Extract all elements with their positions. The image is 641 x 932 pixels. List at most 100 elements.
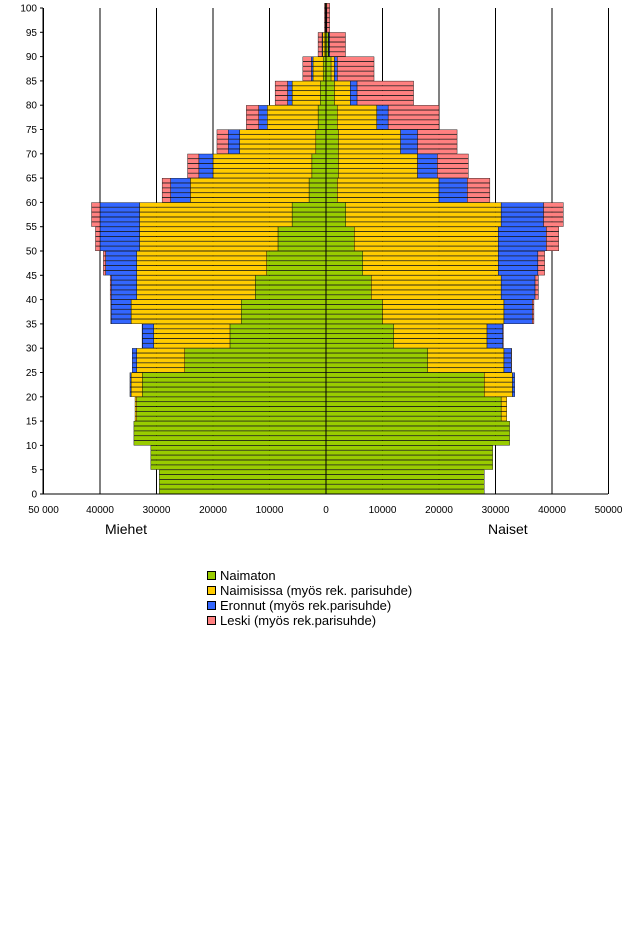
bar-women-naimaton-age-87 bbox=[325, 66, 332, 72]
bar-men-eronnut-age-46 bbox=[105, 265, 137, 271]
bar-men-naimisissa-age-26 bbox=[136, 362, 185, 368]
bar-men-naimisissa-age-72 bbox=[239, 139, 317, 145]
bar-men-naimaton-age-61 bbox=[308, 192, 327, 198]
bar-men-leski-age-63 bbox=[161, 182, 171, 188]
bar-men-naimisissa-age-16 bbox=[134, 411, 137, 417]
bar-men-leski-age-82 bbox=[274, 90, 288, 96]
bar-women-eronnut-age-82 bbox=[350, 90, 358, 96]
bar-women-naimisissa-age-46 bbox=[362, 265, 499, 271]
legend-item-naimaton: Naimaton bbox=[207, 568, 412, 583]
bar-men-eronnut-age-31 bbox=[142, 338, 154, 344]
bar-men-naimisissa-age-63 bbox=[190, 182, 310, 188]
bar-women-naimisissa-age-29 bbox=[427, 348, 505, 354]
bar-men-naimisissa-age-37 bbox=[130, 309, 242, 315]
bar-women-eronnut-age-86 bbox=[334, 71, 338, 77]
bar-men-naimaton-age-68 bbox=[311, 158, 327, 164]
bar-men-leski-age-68 bbox=[187, 158, 200, 164]
bar-men-naimisissa-age-58 bbox=[139, 207, 293, 213]
bar-women-leski-age-96 bbox=[326, 22, 330, 28]
bar-women-naimaton-age-84 bbox=[325, 80, 335, 86]
bar-women-eronnut-age-47 bbox=[498, 260, 539, 266]
bar-men-naimisissa-age-23 bbox=[130, 377, 143, 383]
bar-men-leski-age-76 bbox=[246, 119, 259, 125]
bar-men-leski-age-78 bbox=[246, 110, 259, 115]
legend-item-eronnut: Eronnut (myös rek.parisuhde) bbox=[207, 598, 412, 613]
bar-women-naimisissa-age-20 bbox=[484, 391, 513, 397]
bar-men-eronnut-age-47 bbox=[105, 260, 137, 266]
bar-men-naimaton-age-18 bbox=[136, 401, 327, 407]
bar-men-naimisissa-age-45 bbox=[136, 270, 267, 276]
bar-women-leski-age-87 bbox=[337, 66, 375, 72]
bar-men-eronnut-age-49 bbox=[105, 250, 137, 256]
bar-men-naimaton-age-0 bbox=[159, 489, 327, 494]
bar-women-eronnut-age-76 bbox=[376, 119, 389, 125]
bar-women-leski-age-70 bbox=[417, 148, 458, 154]
bar-women-naimaton-age-73 bbox=[325, 134, 339, 140]
bar-women-eronnut-age-35 bbox=[503, 319, 533, 324]
bar-men-naimisissa-age-43 bbox=[136, 280, 256, 286]
bar-women-eronnut-age-51 bbox=[498, 241, 547, 247]
bar-men-naimisissa-age-27 bbox=[136, 357, 185, 363]
bar-men-leski-age-84 bbox=[274, 80, 288, 86]
legend-swatch bbox=[207, 586, 216, 595]
bar-women-eronnut-age-67 bbox=[417, 163, 438, 169]
bar-women-naimisissa-age-19 bbox=[500, 396, 507, 402]
bar-men-naimaton-age-24 bbox=[142, 372, 327, 378]
bar-women-naimaton-age-48 bbox=[325, 255, 363, 261]
bar-women-naimisissa-age-57 bbox=[345, 212, 502, 217]
y-tick-label: 20 bbox=[26, 392, 38, 403]
bar-women-naimaton-age-41 bbox=[325, 289, 372, 295]
bar-women-leski-age-74 bbox=[417, 129, 458, 135]
bar-women-leski-age-40 bbox=[534, 294, 539, 300]
bar-men-naimaton-age-72 bbox=[315, 139, 327, 145]
bar-women-leski-age-62 bbox=[467, 187, 491, 193]
bar-women-naimaton-age-79 bbox=[325, 105, 338, 111]
bar-women-leski-age-36 bbox=[532, 314, 535, 320]
bar-men-leski-age-53 bbox=[95, 231, 101, 237]
y-tick-label: 55 bbox=[26, 222, 38, 233]
bar-men-leski-age-90 bbox=[317, 51, 323, 57]
bar-men-eronnut-age-29 bbox=[132, 348, 137, 354]
bar-men-eronnut-age-50 bbox=[99, 246, 140, 251]
bar-men-eronnut-age-48 bbox=[105, 255, 137, 261]
y-tick-label: 30 bbox=[26, 344, 38, 355]
bar-women-naimaton-age-8 bbox=[325, 450, 493, 456]
bar-women-eronnut-age-70 bbox=[400, 148, 418, 154]
bar-men-naimisissa-age-20 bbox=[130, 391, 143, 397]
bar-men-leski-age-41 bbox=[109, 289, 112, 295]
bar-men-naimisissa-age-25 bbox=[136, 367, 185, 373]
bar-women-naimisissa-age-31 bbox=[393, 338, 488, 344]
bar-women-naimisissa-age-16 bbox=[500, 411, 507, 417]
bar-women-eronnut-age-44 bbox=[500, 275, 536, 281]
bar-men-leski-age-38 bbox=[110, 304, 112, 310]
bar-women-leski-age-59 bbox=[543, 202, 564, 208]
bar-women-naimaton-age-42 bbox=[325, 285, 372, 290]
bar-women-leski-age-44 bbox=[534, 275, 539, 281]
bar-men-leski-age-49 bbox=[103, 250, 106, 256]
bar-men-naimaton-age-9 bbox=[150, 445, 327, 451]
bar-women-leski-age-84 bbox=[356, 80, 414, 86]
bar-women-naimaton-age-21 bbox=[325, 387, 485, 392]
bar-women-eronnut-age-55 bbox=[500, 221, 544, 227]
bar-women-naimaton-age-29 bbox=[325, 348, 428, 354]
bar-women-naimisissa-age-28 bbox=[427, 353, 505, 358]
bar-women-naimaton-age-43 bbox=[325, 280, 372, 286]
bar-women-eronnut-age-25 bbox=[503, 367, 512, 373]
bar-men-eronnut-age-38 bbox=[111, 304, 132, 310]
x-tick-label: 40000 bbox=[538, 505, 566, 516]
bar-women-leski-age-31 bbox=[502, 338, 504, 344]
bar-women-eronnut-age-49 bbox=[498, 250, 539, 256]
bar-men-naimisissa-age-62 bbox=[190, 187, 310, 193]
bar-women-naimaton-age-16 bbox=[325, 411, 502, 417]
bar-men-eronnut-age-26 bbox=[132, 362, 137, 368]
bar-women-naimisissa-age-51 bbox=[354, 241, 499, 247]
bar-women-naimisissa-age-39 bbox=[382, 299, 505, 305]
bar-women-leski-age-55 bbox=[543, 221, 564, 227]
bar-men-naimisissa-age-70 bbox=[239, 148, 317, 154]
bar-men-naimaton-age-65 bbox=[311, 173, 327, 179]
bar-women-eronnut-age-54 bbox=[498, 226, 547, 232]
bar-men-leski-age-50 bbox=[95, 246, 101, 251]
bar-women-naimaton-age-63 bbox=[325, 182, 338, 188]
bar-men-naimisissa-age-69 bbox=[212, 153, 313, 159]
bar-women-leski-age-39 bbox=[532, 299, 535, 305]
